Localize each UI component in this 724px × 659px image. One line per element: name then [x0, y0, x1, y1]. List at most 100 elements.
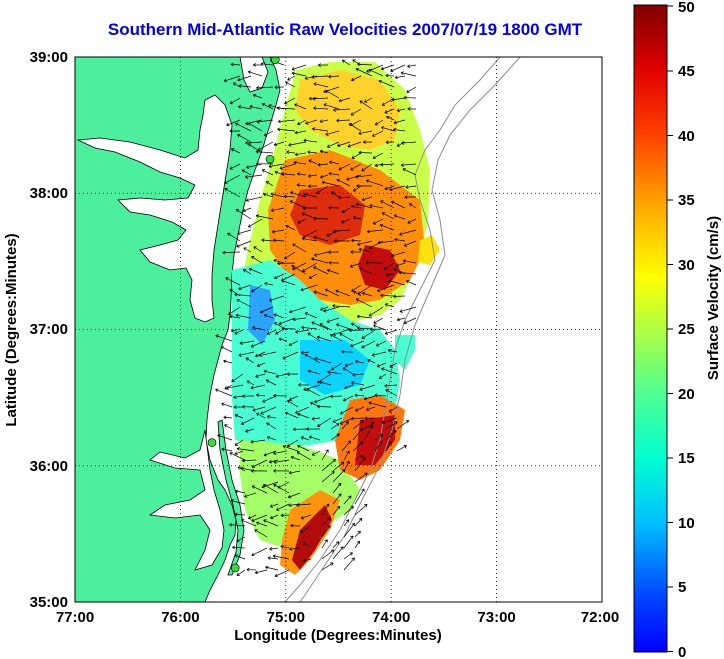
velocity-arrow	[303, 138, 318, 143]
velocity-arrow	[264, 281, 274, 286]
velocity-arrow	[396, 420, 410, 430]
velocity-arrow	[261, 102, 274, 110]
velocity-arrow	[381, 417, 398, 425]
velocity-arrow	[408, 203, 417, 209]
velocity-arrow	[288, 395, 299, 401]
velocity-arrow	[290, 191, 307, 198]
velocity-arrow	[394, 75, 406, 80]
velocity-arrow	[304, 353, 321, 364]
velocity-arrow	[384, 108, 395, 114]
velocity-arrow	[321, 525, 331, 538]
velocity-arrow	[296, 451, 312, 461]
velocity-arrow	[224, 188, 241, 198]
velocity-arrow	[290, 523, 301, 528]
velocity-arrow	[332, 417, 343, 423]
velocity-arrows	[215, 59, 417, 578]
velocity-arrow	[289, 306, 307, 314]
velocity-arrow	[374, 393, 387, 398]
velocity-arrow	[293, 160, 307, 165]
velocity-arrow	[363, 422, 375, 430]
velocity-arrow	[354, 503, 368, 516]
velocity-arrow	[232, 545, 246, 550]
velocity-arrow	[259, 351, 277, 357]
velocity-arrow	[272, 554, 290, 560]
velocity-arrow	[380, 293, 395, 298]
velocity-arrow	[320, 306, 329, 311]
velocity-arrow	[321, 180, 340, 187]
velocity-arrow	[300, 514, 312, 520]
velocity-arrow	[328, 205, 340, 210]
velocity-arrow	[285, 224, 296, 231]
velocity-arrow	[341, 421, 349, 430]
velocity-arrow	[385, 441, 392, 452]
velocity-arrow	[354, 472, 368, 483]
velocity-arrow	[263, 369, 277, 375]
velocity-arrow	[269, 547, 279, 551]
velocity-arrow	[229, 314, 241, 319]
velocity-arrow	[325, 90, 340, 99]
velocity-arrow	[242, 207, 252, 213]
velocity-arrow	[407, 107, 417, 111]
velocity-arrow	[318, 63, 329, 67]
velocity-arrow	[286, 372, 299, 376]
colorbar-label: Surface Velocity (cm/s)	[705, 216, 722, 380]
velocity-arrow	[323, 306, 340, 313]
velocity-arrow	[263, 313, 274, 319]
velocity-arrow	[259, 306, 274, 314]
velocity-arrow	[352, 420, 365, 430]
velocity-arrow	[372, 152, 384, 159]
velocity-arrow	[238, 84, 252, 88]
velocity-arrow	[234, 554, 246, 560]
velocity-arrow	[245, 428, 255, 433]
velocity-arrow	[400, 71, 417, 77]
velocity-arrow	[236, 569, 246, 576]
velocity-arrow	[292, 262, 307, 271]
velocity-arrow	[343, 450, 350, 461]
velocity-arrow	[368, 68, 384, 77]
velocity-arrow	[250, 469, 268, 473]
velocity-arrow	[344, 384, 354, 390]
velocity-arrow	[256, 85, 274, 90]
map-axes-frame	[74, 56, 603, 603]
velocity-arrow	[354, 455, 364, 461]
velocity-arrow	[234, 439, 244, 446]
velocity-arrow	[378, 373, 387, 379]
velocity-arrow	[341, 207, 351, 214]
velocity-arrow	[342, 367, 354, 375]
colorbar-ticks	[667, 5, 673, 652]
velocity-arrow	[231, 373, 244, 383]
velocity-arrow	[215, 388, 233, 397]
velocity-arrow	[313, 290, 329, 297]
velocity-arrow	[391, 251, 406, 258]
velocity-arrow	[314, 251, 329, 257]
velocity-arrow	[400, 163, 417, 167]
velocity-arrow	[275, 373, 288, 378]
velocity-arrow	[236, 536, 246, 543]
velocity-arrow	[361, 196, 373, 202]
velocity-arrow	[284, 97, 296, 105]
velocity-arrow	[317, 162, 329, 167]
velocity-arrow	[385, 389, 398, 397]
velocity-arrow	[332, 328, 351, 336]
velocity-arrow	[319, 323, 332, 331]
velocity-arrow	[273, 322, 288, 331]
velocity-arrow	[350, 340, 365, 348]
velocity-arrow	[251, 485, 268, 494]
velocity-arrow	[381, 212, 395, 220]
velocity-arrow	[326, 141, 340, 148]
velocity-arrow	[235, 489, 246, 494]
velocity-arrow	[399, 229, 417, 236]
velocity-arrow	[245, 196, 263, 202]
velocity-arrow	[328, 250, 340, 254]
velocity-arrow	[332, 505, 341, 516]
velocity-arrow	[268, 459, 279, 464]
velocity-arrow	[358, 130, 373, 136]
velocity-arrow	[384, 185, 395, 191]
velocity-arrow	[364, 416, 376, 421]
velocity-arrow	[287, 75, 296, 81]
velocity-arrow	[307, 369, 321, 375]
velocity-arrow	[374, 119, 384, 126]
velocity-arrow	[338, 195, 351, 200]
map-title: Southern Mid-Atlantic Raw Velocities 200…	[107, 20, 583, 39]
velocity-arrow	[357, 240, 373, 246]
